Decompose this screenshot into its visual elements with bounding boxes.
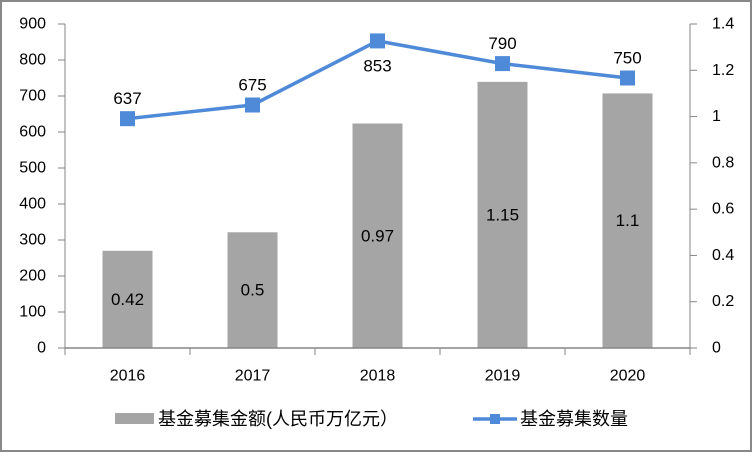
legend-item-fund-amount[interactable]: 基金募集金额(人民币万亿元） <box>115 409 398 429</box>
left-tick-label: 700 <box>19 88 46 105</box>
legend-label-fund-count: 基金募集数量 <box>520 409 628 429</box>
left-tick-label: 300 <box>19 232 46 249</box>
legend-item-fund-count[interactable]: 基金募集数量 <box>473 409 628 429</box>
bar-value-label: 0.97 <box>361 226 394 245</box>
left-tick-label: 800 <box>19 52 46 69</box>
line-value-label: 637 <box>113 89 141 108</box>
bar-2016 <box>102 250 153 348</box>
line-series-fund-count: 637 675 853 790 750 <box>113 33 642 127</box>
right-tick-label: 0.8 <box>712 154 734 171</box>
left-tick-label: 400 <box>19 196 46 213</box>
x-tick-label: 2020 <box>610 368 646 385</box>
square-marker-icon <box>490 414 500 424</box>
right-tick-label: 1 <box>712 108 721 125</box>
right-tick-label: 0.2 <box>712 293 734 310</box>
left-tick-label: 500 <box>19 160 46 177</box>
x-tick-label: 2019 <box>485 368 521 385</box>
square-marker-icon <box>620 70 635 86</box>
x-axis: 2016 2017 2018 2019 2020 <box>64 347 691 385</box>
bar-2019 <box>477 81 528 348</box>
square-marker-icon <box>120 111 135 127</box>
line-value-label: 790 <box>488 34 516 53</box>
line-value-label: 750 <box>613 49 641 68</box>
bar-value-label: 1.1 <box>616 211 640 230</box>
bar-series-fund-amount: 0.42 0.5 0.97 1.15 1.1 <box>102 81 653 348</box>
left-y-axis: 0 100 200 300 400 500 600 700 800 900 <box>19 16 66 357</box>
right-y-axis: 0 0.2 0.4 0.6 0.8 1 1.2 1.4 <box>689 16 734 357</box>
left-tick-label: 200 <box>19 268 46 285</box>
x-tick-label: 2017 <box>235 368 271 385</box>
right-tick-label: 1.4 <box>712 16 734 33</box>
bar-value-label: 0.5 <box>241 281 265 300</box>
square-marker-icon <box>370 33 385 49</box>
bar-2020 <box>602 93 653 348</box>
line-value-label: 675 <box>238 76 266 95</box>
line-value-label: 853 <box>363 56 391 75</box>
right-tick-label: 0.6 <box>712 201 734 218</box>
left-tick-label: 0 <box>37 340 46 357</box>
x-tick-label: 2016 <box>110 368 146 385</box>
left-tick-label: 100 <box>19 304 46 321</box>
x-tick-label: 2018 <box>360 368 396 385</box>
left-tick-label: 900 <box>19 16 46 33</box>
left-tick-label: 600 <box>19 124 46 141</box>
legend: 基金募集金额(人民币万亿元） 基金募集数量 <box>115 409 628 429</box>
bar-value-label: 1.15 <box>486 205 519 224</box>
bar-swatch-icon <box>115 413 154 424</box>
bar-2017 <box>227 232 278 348</box>
square-marker-icon <box>495 56 510 72</box>
square-marker-icon <box>245 97 260 113</box>
right-tick-label: 0.4 <box>712 247 734 264</box>
bar-value-label: 0.42 <box>111 290 144 309</box>
right-tick-label: 1.2 <box>712 62 734 79</box>
bar-2018 <box>352 123 403 348</box>
legend-label-fund-amount: 基金募集金额(人民币万亿元） <box>158 409 398 429</box>
right-tick-label: 0 <box>712 340 721 357</box>
